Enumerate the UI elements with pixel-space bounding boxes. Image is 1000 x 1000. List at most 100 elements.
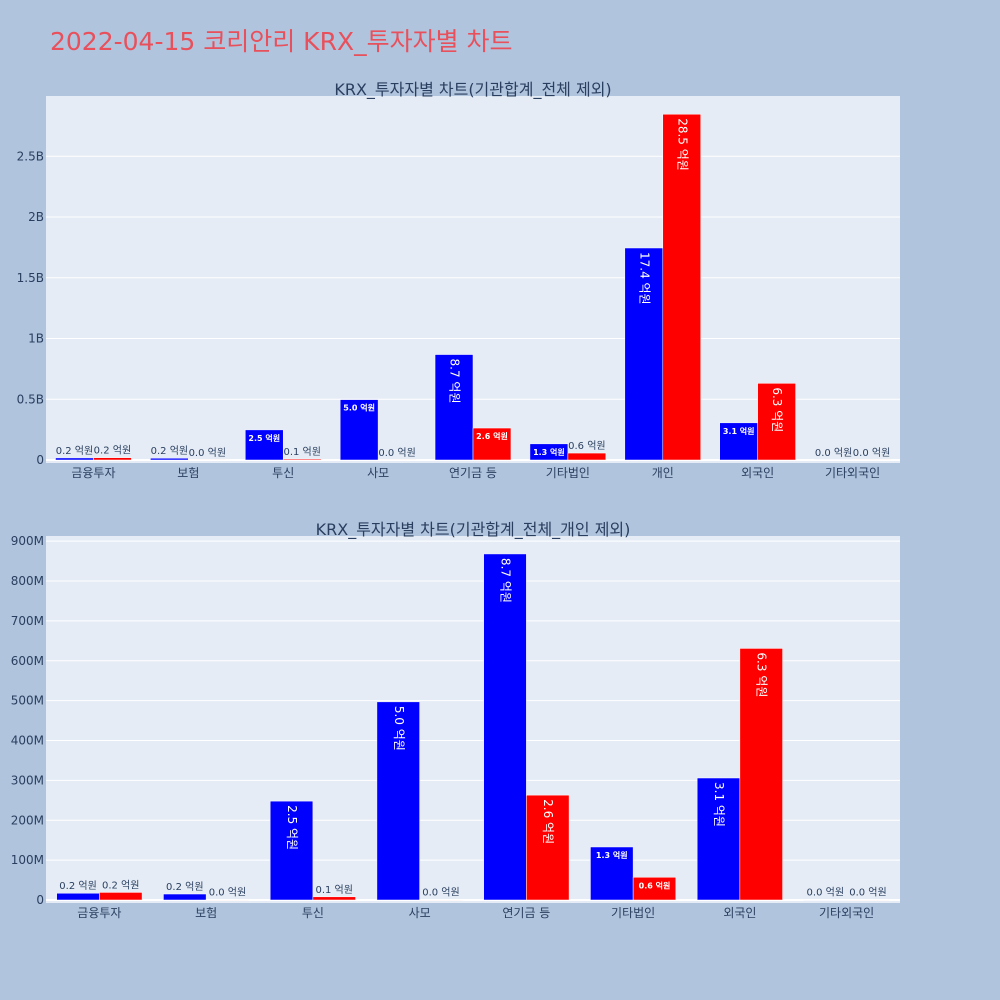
bar [269, 800, 314, 901]
bar [245, 429, 284, 461]
bar [205, 899, 250, 901]
data-label: 0.0 억원 [815, 447, 852, 459]
data-label: 5.0 억원 [343, 403, 375, 413]
chart-title: KRX_투자자별 차트(기관합계_전체_개인 제외) [316, 520, 631, 540]
data-label: 6.3 억원 [770, 387, 784, 432]
x-tick-label: 금융투자 [77, 906, 121, 920]
data-label: 0.0 억원 [853, 447, 890, 459]
bar [483, 553, 527, 901]
y-tick-label: 400M [11, 734, 44, 748]
y-tick-label: 900M [11, 534, 44, 548]
data-label: 0.2 억원 [94, 445, 131, 457]
data-label: 2.6 억원 [541, 799, 555, 844]
data-label: 0.0 억원 [378, 447, 415, 459]
y-tick-label: 300M [11, 773, 44, 787]
bar [282, 458, 322, 461]
bar [56, 892, 100, 901]
bar [632, 877, 677, 901]
y-tick-label: 1B [28, 332, 44, 346]
data-label: 8.7 억원 [448, 359, 462, 404]
y-tick-label: 1.5B [17, 271, 44, 285]
y-tick-label: 200M [11, 813, 44, 827]
x-tick-label: 연기금 등 [502, 906, 550, 920]
y-tick-label: 0.5B [17, 392, 44, 406]
data-label: 1.3 억원 [596, 850, 628, 860]
data-label: 28.5 억원 [675, 118, 689, 171]
data-label: 0.6 억원 [568, 440, 605, 452]
data-label: 8.7 억원 [499, 558, 513, 603]
bar [624, 247, 664, 461]
data-label: 0.2 억원 [102, 879, 139, 891]
bar [93, 457, 132, 461]
data-label: 3.1 억원 [712, 782, 726, 827]
page-title: 2022-04-15 코리안리 KRX_투자자별 차트 [50, 27, 513, 56]
x-tick-label: 보험 [195, 906, 217, 920]
y-tick-label: 0 [36, 453, 44, 467]
x-tick-label: 기타외국인 [819, 906, 874, 920]
data-label: 0.2 억원 [166, 881, 203, 893]
data-label: 3.1 억원 [723, 426, 755, 436]
bar [526, 794, 570, 901]
x-tick-label: 금융투자 [71, 466, 115, 480]
bar [339, 399, 379, 461]
bar [419, 899, 463, 901]
bar [188, 459, 227, 461]
x-tick-label: 보험 [177, 466, 199, 480]
data-label: 0.2 억원 [56, 445, 93, 457]
x-tick-label: 사모 [409, 906, 431, 920]
bar [739, 648, 783, 901]
data-label: 5.0 억원 [392, 706, 406, 751]
y-tick-label: 700M [11, 614, 44, 628]
y-tick-label: 600M [11, 654, 44, 668]
bar [529, 443, 569, 461]
x-tick-label: 외국인 [723, 906, 756, 920]
bar [803, 899, 847, 901]
bar [377, 459, 417, 461]
x-tick-label: 기타법인 [546, 466, 590, 480]
data-label: 0.1 억원 [283, 446, 320, 458]
data-label: 0.0 억원 [807, 887, 844, 899]
bar [376, 701, 420, 901]
data-label: 0.0 억원 [422, 887, 459, 899]
chart-title: KRX_투자자별 차트(기관합계_전체 제외) [334, 80, 611, 100]
bar [99, 892, 143, 901]
y-tick-label: 800M [11, 574, 44, 588]
data-label: 2.6 억원 [476, 431, 508, 441]
x-tick-label: 개인 [652, 466, 674, 480]
x-tick-label: 기타외국인 [825, 466, 880, 480]
y-tick-label: 100M [11, 853, 44, 867]
bar [472, 427, 512, 461]
x-tick-label: 사모 [367, 466, 389, 480]
data-label: 0.2 억원 [59, 880, 96, 892]
bar [590, 846, 634, 901]
x-tick-label: 기타법인 [611, 906, 655, 920]
y-tick-label: 2B [28, 210, 44, 224]
x-tick-label: 연기금 등 [449, 466, 497, 480]
y-tick-label: 500M [11, 694, 44, 708]
bar [662, 113, 701, 461]
data-label: 2.5 억원 [285, 805, 299, 850]
y-tick-label: 2.5B [17, 149, 44, 163]
bar [150, 457, 189, 461]
data-label: 0.0 억원 [209, 887, 246, 899]
x-tick-label: 외국인 [741, 466, 774, 480]
data-label: 2.5 억원 [248, 433, 280, 443]
bar [567, 452, 607, 461]
data-label: 0.0 억원 [849, 887, 886, 899]
bar [852, 459, 891, 461]
bar [696, 777, 741, 901]
bar [163, 893, 207, 901]
data-label: 6.3 억원 [755, 652, 769, 697]
data-label: 17.4 억원 [637, 252, 651, 305]
bar [757, 383, 796, 461]
data-label: 1.3 억원 [533, 447, 565, 457]
data-label: 0.6 억원 [639, 880, 671, 890]
bar [312, 896, 356, 901]
bar [846, 899, 890, 901]
y-tick-label: 0 [36, 893, 44, 907]
x-tick-label: 투신 [302, 906, 324, 920]
x-tick-label: 투신 [272, 466, 294, 480]
bar [719, 422, 758, 461]
